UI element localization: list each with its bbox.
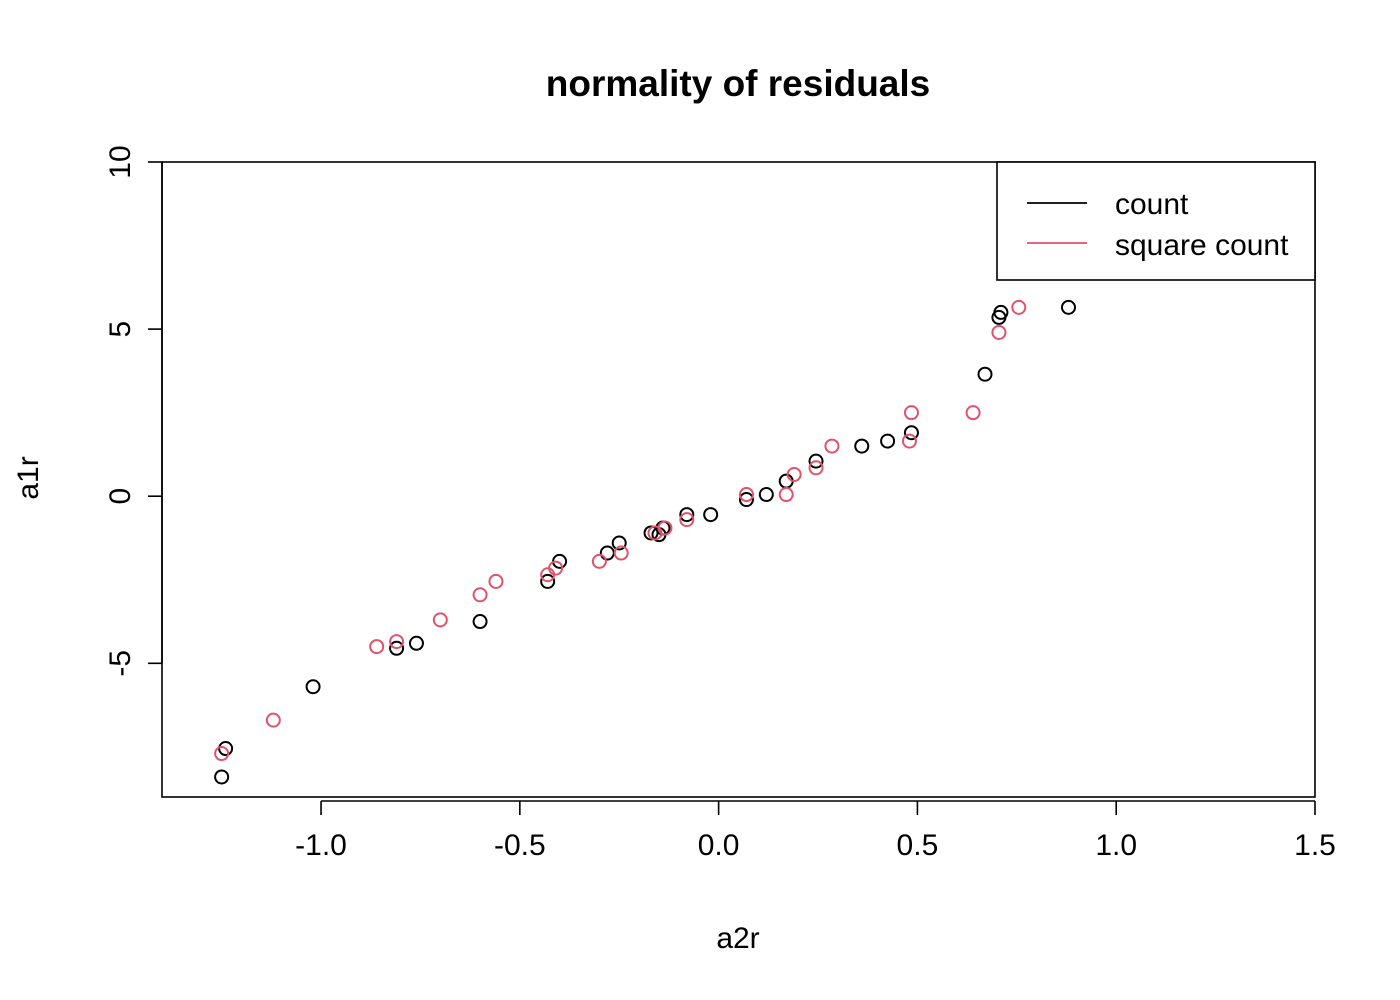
- point-square-count: [548, 560, 564, 576]
- point-square-count: [679, 512, 695, 528]
- legend-label-count: count: [1115, 188, 1189, 221]
- point-square-count: [808, 460, 824, 476]
- point-square-count: [657, 520, 673, 536]
- point-count: [993, 304, 1009, 320]
- point-square-count: [591, 553, 607, 569]
- point-square-count: [903, 405, 919, 421]
- data-points: [214, 299, 1076, 785]
- point-square-count: [369, 639, 385, 655]
- x-tick-label: 0.0: [698, 829, 740, 862]
- point-count: [738, 492, 754, 508]
- point-square-count: [738, 487, 754, 503]
- point-square-count: [613, 545, 629, 561]
- point-count: [778, 473, 794, 489]
- x-tick-label: 1.5: [1294, 829, 1336, 862]
- x-tick-label: -1.0: [295, 829, 347, 862]
- x-tick-label: -0.5: [494, 829, 546, 862]
- point-count: [854, 438, 870, 454]
- y-tick-label: 0: [104, 488, 137, 505]
- point-square-count: [214, 746, 230, 762]
- y-axis: -5 0 5 10: [104, 145, 163, 677]
- point-count: [540, 573, 556, 589]
- point-count: [1060, 299, 1076, 315]
- x-axis: -1.0 -0.5 0.0 0.5 1.0 1.5: [295, 800, 1336, 862]
- point-count: [679, 507, 695, 523]
- point-count: [903, 425, 919, 441]
- point-square-count: [265, 712, 281, 728]
- point-count: [808, 453, 824, 469]
- point-count: [611, 535, 627, 551]
- point-square-count: [824, 438, 840, 454]
- point-square-count: [991, 324, 1007, 340]
- point-square-count: [965, 405, 981, 421]
- chart-title: normality of residuals: [546, 63, 931, 104]
- point-square-count: [432, 612, 448, 628]
- legend-label-square-count: square count: [1115, 229, 1289, 262]
- point-count: [305, 679, 321, 695]
- point-square-count: [778, 487, 794, 503]
- y-tick-label: 5: [104, 321, 137, 338]
- point-count: [977, 366, 993, 382]
- point-count: [472, 614, 488, 630]
- x-tick-label: 0.5: [897, 829, 939, 862]
- x-axis-label: a2r: [716, 922, 759, 955]
- y-tick-label: -5: [104, 650, 137, 677]
- point-count: [758, 487, 774, 503]
- legend: count square count: [996, 161, 1316, 281]
- point-count: [880, 433, 896, 449]
- y-tick-label: 10: [104, 145, 137, 178]
- legend-box: [996, 161, 1316, 281]
- point-square-count: [1011, 299, 1027, 315]
- x-tick-label: 1.0: [1095, 829, 1137, 862]
- point-square-count: [901, 433, 917, 449]
- point-count: [703, 507, 719, 523]
- point-count: [599, 545, 615, 561]
- point-count: [389, 640, 405, 656]
- point-square-count: [786, 466, 802, 482]
- y-axis-label: a1r: [12, 456, 45, 499]
- point-square-count: [488, 573, 504, 589]
- point-square-count: [472, 587, 488, 603]
- point-count: [408, 635, 424, 651]
- point-square-count: [389, 634, 405, 650]
- point-count: [214, 769, 230, 785]
